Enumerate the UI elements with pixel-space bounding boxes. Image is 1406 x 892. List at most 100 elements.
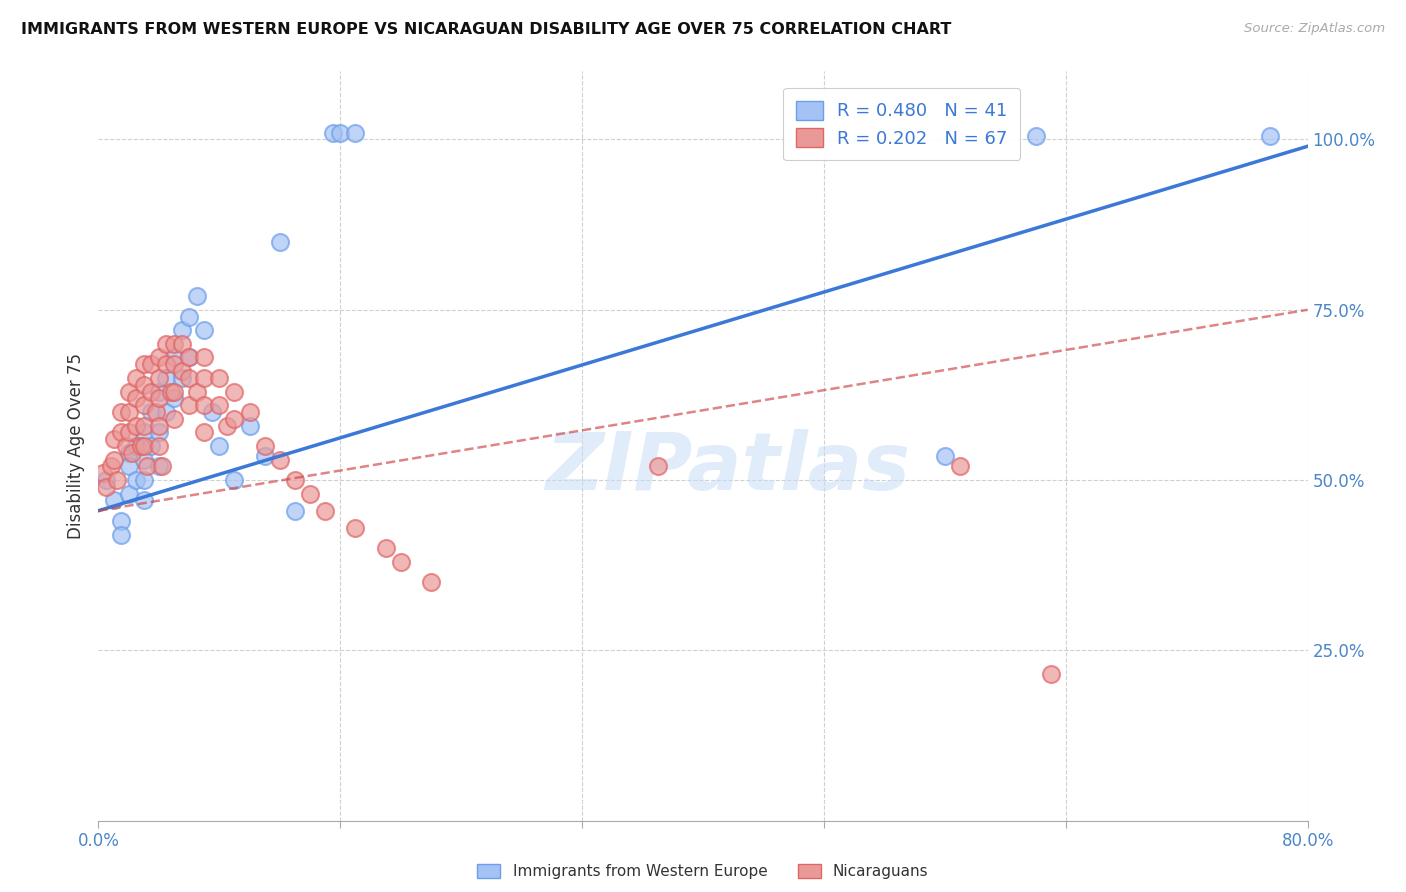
Point bbox=[150, 459, 173, 474]
Point bbox=[389, 555, 412, 569]
Point bbox=[145, 405, 167, 419]
Point bbox=[125, 418, 148, 433]
Point bbox=[163, 357, 186, 371]
Point bbox=[94, 473, 117, 487]
Point bbox=[100, 459, 122, 474]
Point bbox=[155, 405, 177, 419]
Point bbox=[132, 493, 155, 508]
Point bbox=[132, 425, 155, 440]
Point bbox=[1258, 129, 1281, 144]
Point bbox=[949, 459, 972, 474]
Point bbox=[129, 439, 152, 453]
Point bbox=[193, 398, 215, 412]
Point bbox=[155, 357, 177, 371]
Point bbox=[179, 398, 201, 412]
Point bbox=[121, 446, 143, 460]
Point bbox=[110, 405, 132, 419]
Point bbox=[141, 384, 163, 399]
Point bbox=[208, 371, 231, 385]
Point bbox=[114, 439, 136, 453]
Point bbox=[179, 310, 201, 324]
Point bbox=[215, 418, 238, 433]
Point bbox=[148, 459, 170, 474]
Point bbox=[103, 452, 125, 467]
Point bbox=[135, 459, 157, 474]
Point bbox=[148, 392, 170, 406]
Point bbox=[118, 384, 141, 399]
Point bbox=[934, 449, 956, 463]
Point bbox=[163, 384, 186, 399]
Point bbox=[269, 452, 291, 467]
Point bbox=[132, 357, 155, 371]
Point bbox=[344, 521, 367, 535]
Point bbox=[329, 126, 352, 140]
Point bbox=[163, 411, 186, 425]
Point bbox=[193, 425, 215, 440]
Point bbox=[284, 504, 307, 518]
Point bbox=[224, 384, 246, 399]
Point bbox=[141, 357, 163, 371]
Point bbox=[314, 504, 336, 518]
Point bbox=[118, 425, 141, 440]
Point bbox=[344, 126, 367, 140]
Point bbox=[125, 439, 148, 453]
Point bbox=[91, 467, 114, 481]
Legend: R = 0.480   N = 41, R = 0.202   N = 67: R = 0.480 N = 41, R = 0.202 N = 67 bbox=[783, 88, 1021, 161]
Point bbox=[110, 425, 132, 440]
Point bbox=[132, 473, 155, 487]
Point bbox=[132, 452, 155, 467]
Point bbox=[647, 459, 669, 474]
Point bbox=[103, 493, 125, 508]
Point bbox=[155, 336, 177, 351]
Point bbox=[118, 486, 141, 500]
Point bbox=[170, 323, 193, 337]
Point bbox=[148, 371, 170, 385]
Point bbox=[125, 392, 148, 406]
Text: ZIPatlas: ZIPatlas bbox=[544, 429, 910, 508]
Point bbox=[193, 351, 215, 365]
Point bbox=[148, 351, 170, 365]
Point bbox=[170, 336, 193, 351]
Point bbox=[160, 384, 183, 399]
Point bbox=[179, 371, 201, 385]
Point bbox=[1039, 667, 1062, 681]
Point bbox=[284, 473, 307, 487]
Point bbox=[170, 371, 193, 385]
Point bbox=[148, 439, 170, 453]
Point bbox=[118, 446, 141, 460]
Point bbox=[193, 371, 215, 385]
Point bbox=[132, 398, 155, 412]
Point bbox=[208, 439, 231, 453]
Y-axis label: Disability Age Over 75: Disability Age Over 75 bbox=[66, 353, 84, 539]
Point bbox=[163, 336, 186, 351]
Point bbox=[322, 126, 344, 140]
Point bbox=[269, 235, 291, 249]
Point bbox=[201, 405, 224, 419]
Text: IMMIGRANTS FROM WESTERN EUROPE VS NICARAGUAN DISABILITY AGE OVER 75 CORRELATION : IMMIGRANTS FROM WESTERN EUROPE VS NICARA… bbox=[21, 22, 952, 37]
Point bbox=[179, 351, 201, 365]
Point bbox=[103, 432, 125, 446]
Point bbox=[132, 439, 155, 453]
Legend: Immigrants from Western Europe, Nicaraguans: Immigrants from Western Europe, Nicaragu… bbox=[471, 858, 935, 886]
Point bbox=[253, 439, 276, 453]
Point bbox=[118, 459, 141, 474]
Point bbox=[94, 480, 117, 494]
Point bbox=[239, 418, 262, 433]
Point bbox=[253, 449, 276, 463]
Point bbox=[141, 405, 163, 419]
Point bbox=[208, 398, 231, 412]
Point bbox=[118, 405, 141, 419]
Point bbox=[141, 439, 163, 453]
Point bbox=[105, 473, 128, 487]
Point bbox=[186, 384, 208, 399]
Point bbox=[163, 392, 186, 406]
Point bbox=[224, 411, 246, 425]
Point bbox=[110, 527, 132, 541]
Point bbox=[299, 486, 322, 500]
Point bbox=[170, 364, 193, 378]
Point bbox=[148, 425, 170, 440]
Point bbox=[224, 473, 246, 487]
Point bbox=[125, 473, 148, 487]
Point bbox=[420, 575, 443, 590]
Point bbox=[179, 351, 201, 365]
